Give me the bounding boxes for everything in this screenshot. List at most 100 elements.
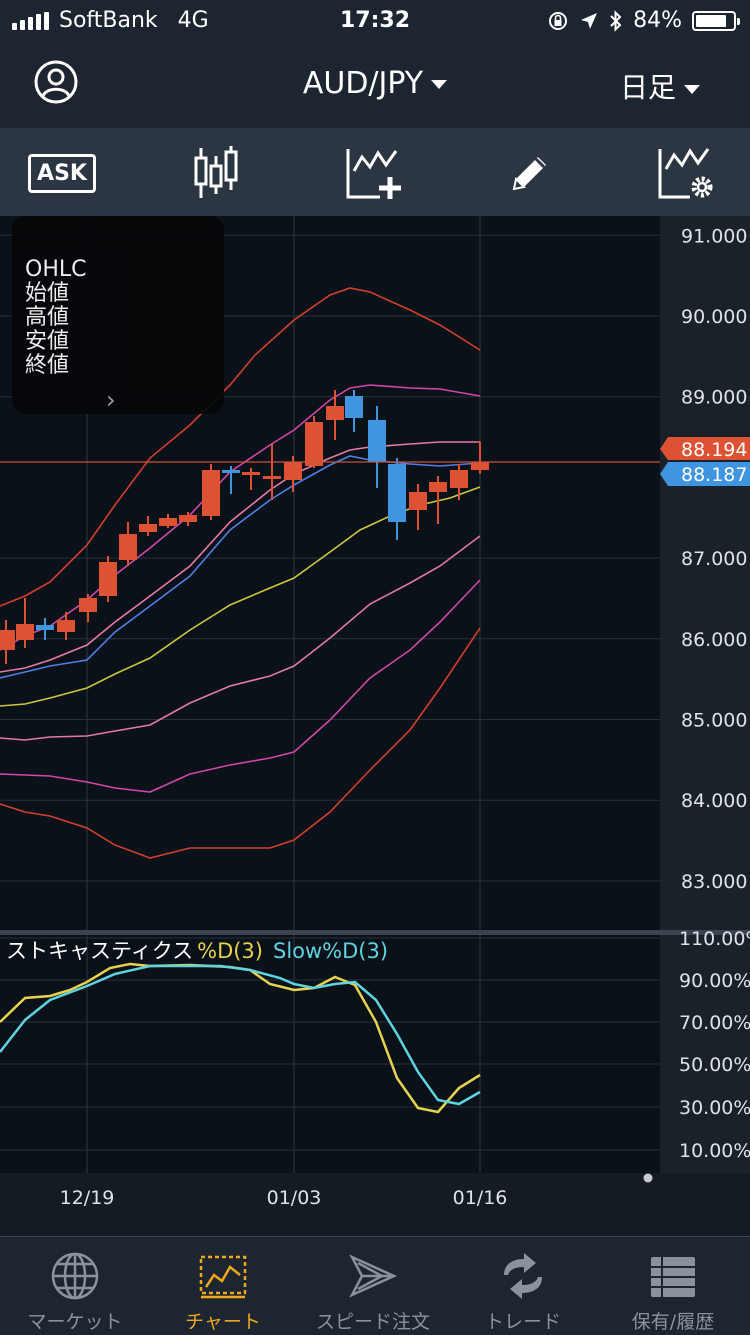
nav-bar: AUD/JPY 日足 xyxy=(0,44,750,128)
candle-body xyxy=(450,470,468,488)
indicator-axis-panel xyxy=(660,935,750,1173)
date-gridlines xyxy=(86,216,481,1173)
add-indicator-button[interactable] xyxy=(344,144,404,202)
candlestick-icon xyxy=(194,146,238,198)
indicator-series-pctD: %D(3) xyxy=(197,939,263,963)
pane-divider xyxy=(0,930,750,935)
signal-icon xyxy=(12,11,49,30)
pencil-icon xyxy=(512,157,546,191)
chart-toolbar: ASK xyxy=(0,128,750,216)
tab-chart-label: チャート xyxy=(185,1311,261,1333)
candle-body xyxy=(179,515,197,522)
candle-body xyxy=(79,598,97,612)
status-time: 17:32 xyxy=(339,8,411,33)
add-indicator-icon xyxy=(346,149,401,199)
tab-trade[interactable]: トレード xyxy=(448,1237,598,1335)
holdings-icon xyxy=(651,1257,695,1297)
indicator-tick-label: 50.00% xyxy=(679,1054,750,1076)
status-right: 84% xyxy=(547,8,740,33)
candle-body xyxy=(284,462,302,480)
bid-price-marker xyxy=(660,462,750,486)
tab-holdings-label: 保有/履歴 xyxy=(631,1311,715,1333)
price-tick-label: 83.000 xyxy=(681,871,747,893)
price-tick-label: 85.000 xyxy=(681,710,747,732)
globe-icon xyxy=(51,1252,99,1300)
price-tick-label: 86.000 xyxy=(681,629,747,651)
chart-icon xyxy=(199,1255,247,1299)
battery-icon xyxy=(692,10,740,31)
candle-body xyxy=(159,518,177,526)
date-tick-label: 01/03 xyxy=(267,1187,322,1209)
lower-band-3 xyxy=(0,627,481,859)
drawing-tool-button[interactable] xyxy=(500,144,560,202)
account-icon[interactable] xyxy=(34,60,78,104)
candle-body xyxy=(16,624,34,640)
orientation-lock-icon xyxy=(549,11,568,30)
tab-chart[interactable]: チャート xyxy=(148,1237,298,1335)
date-tick-label: 12/19 xyxy=(60,1187,115,1209)
currency-pair-selector[interactable]: AUD/JPY xyxy=(0,66,750,101)
tab-market[interactable]: マーケット xyxy=(0,1237,150,1335)
tab-speed-order[interactable]: スピード注文 xyxy=(298,1237,448,1335)
lower-band-2 xyxy=(0,579,481,793)
period-label: 日足 xyxy=(619,71,676,104)
ohlc-panel[interactable]: OHLC 始値 高値 安値 終値 › xyxy=(12,216,224,414)
tab-speed-order-label: スピード注文 xyxy=(315,1311,430,1333)
lower-band-1 xyxy=(0,535,481,741)
indicator-name: ストキャスティクス xyxy=(6,939,193,963)
upper-band-1 xyxy=(0,441,480,673)
upper-band-2 xyxy=(0,384,481,651)
chevron-down-icon xyxy=(431,80,448,89)
candle-body xyxy=(57,620,75,632)
price-tick-label: 84.000 xyxy=(681,790,747,812)
candle-body xyxy=(368,420,386,462)
price-tick-label: 91.000 xyxy=(681,225,747,247)
ohlc-close-label: 終値 xyxy=(25,353,70,378)
candle-body xyxy=(242,472,260,475)
candle-body xyxy=(345,396,363,418)
price-axis-panel xyxy=(660,216,750,932)
speed-order-icon xyxy=(349,1254,398,1298)
price-tick-label: 90.000 xyxy=(681,306,747,328)
indicator-tick-label: 10.00% xyxy=(679,1140,750,1162)
indicator-legend: ストキャスティクス %D(3) Slow%D(3) xyxy=(6,939,388,963)
ask-bid-toggle-button[interactable]: ASK xyxy=(28,144,96,202)
network-type: 4G xyxy=(177,8,209,33)
candle-body xyxy=(36,625,54,630)
tab-holdings[interactable]: 保有/履歴 xyxy=(598,1237,748,1335)
ohlc-title: OHLC xyxy=(25,257,87,282)
ask-label: ASK xyxy=(28,153,96,193)
period-selector[interactable]: 日足 xyxy=(620,66,700,106)
indicator-tick-label: 30.00% xyxy=(679,1097,750,1119)
indicator-tick-label: 110.00% xyxy=(679,928,750,950)
indicator-settings-icon xyxy=(658,148,713,199)
bid-price-label: 88.187 xyxy=(681,464,747,486)
battery-percent: 84% xyxy=(633,8,682,33)
candle-body xyxy=(0,630,15,650)
candle-body xyxy=(139,524,157,532)
last-price-marker xyxy=(660,437,750,460)
indicator-settings-button[interactable] xyxy=(656,144,716,202)
ohlc-open-label: 始値 xyxy=(25,281,70,306)
indicator-series-slowD: Slow%D(3) xyxy=(273,939,388,963)
tab-trade-label: トレード xyxy=(484,1311,561,1333)
price-tick-label: 87.000 xyxy=(681,548,747,570)
candle-body xyxy=(326,406,344,420)
price-tick-label: 89.000 xyxy=(681,387,747,409)
pctD-line xyxy=(0,962,481,1114)
candle-body xyxy=(409,492,427,510)
chevron-right-icon[interactable]: › xyxy=(106,386,116,414)
chart-type-button[interactable] xyxy=(186,144,246,202)
candle-body xyxy=(99,562,117,596)
trade-icon xyxy=(504,1253,542,1299)
candle-body xyxy=(471,462,489,470)
last-price-label: 88.194 xyxy=(681,439,747,461)
slowD-line xyxy=(0,964,481,1106)
ohlc-low-label: 安値 xyxy=(25,329,70,354)
tab-bar: マーケット チャート スピード注文 トレード 保有/履歴 xyxy=(0,1236,750,1335)
candle-body xyxy=(429,482,447,492)
status-bar: SoftBank 4G 17:32 84% xyxy=(0,0,750,44)
candlesticks xyxy=(0,390,489,664)
date-axis-panel xyxy=(0,1173,750,1236)
candle-body xyxy=(222,470,240,473)
